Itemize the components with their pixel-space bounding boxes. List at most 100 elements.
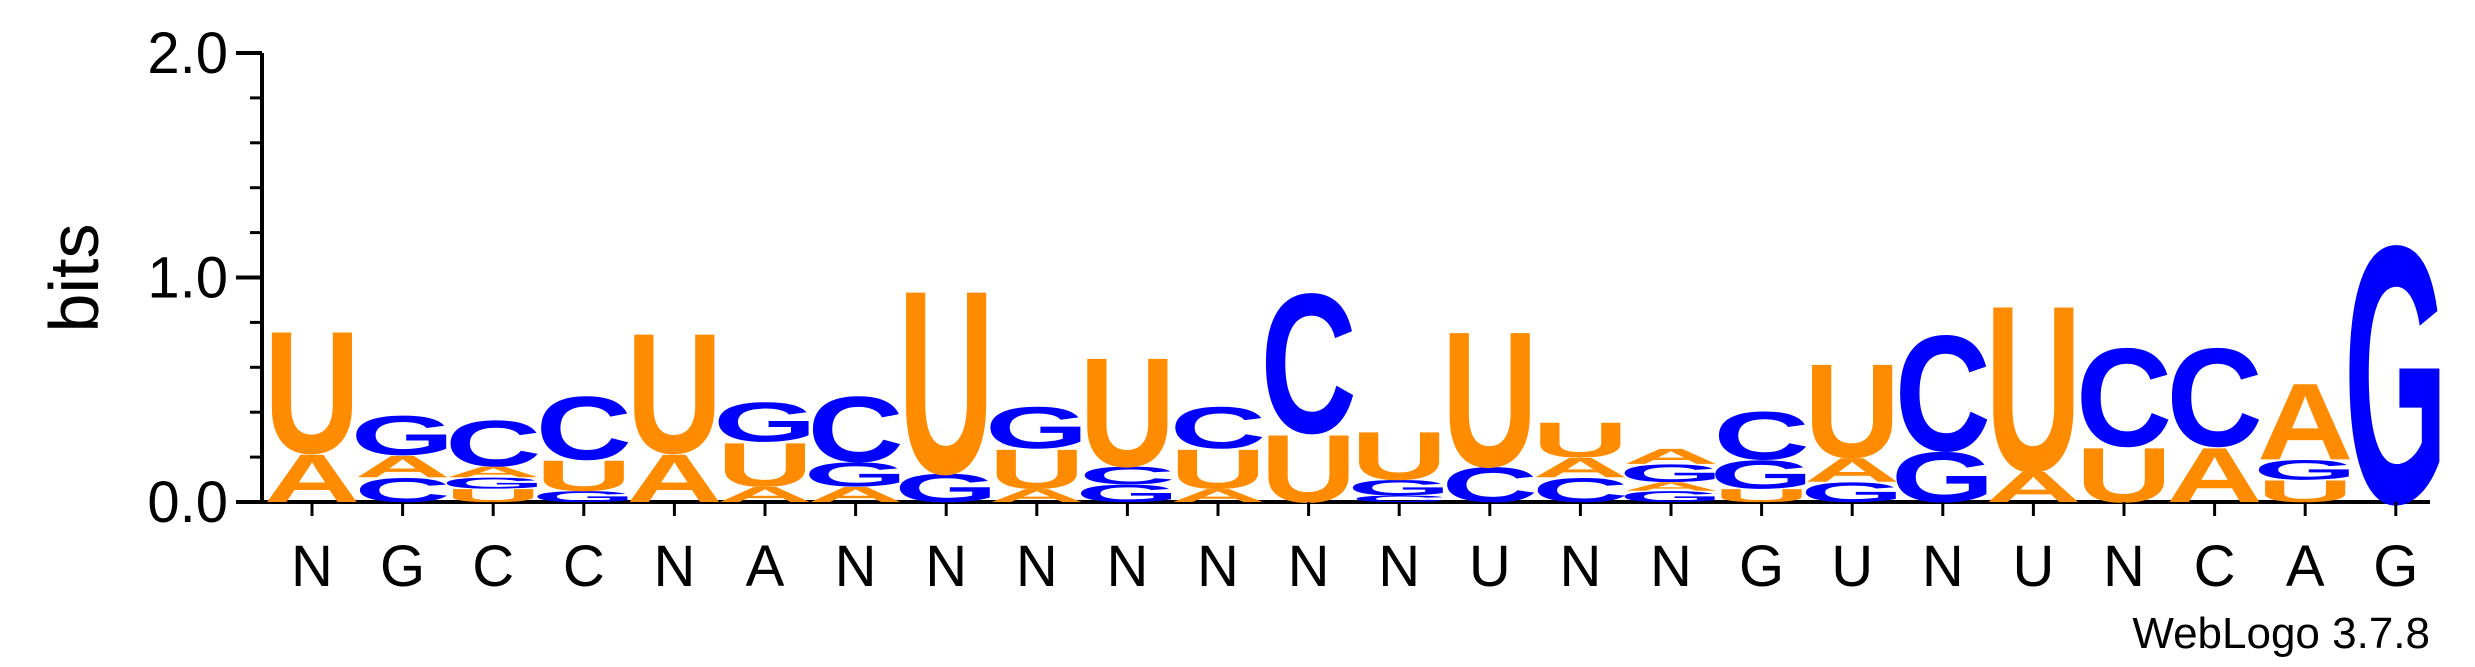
logo-letter-C: C — [1079, 462, 1175, 490]
logo-letter-G: G — [441, 475, 545, 492]
logo-letter-A: A — [989, 485, 1085, 506]
logo-letter-A: A — [1170, 485, 1266, 506]
position-label: N — [291, 534, 333, 599]
logo-letter-A: A — [1804, 451, 1900, 489]
position-label: N — [1197, 534, 1239, 599]
position-label: U — [1469, 534, 1511, 599]
logo-letter-A: A — [1623, 444, 1719, 468]
logo-letter-U: U — [1985, 256, 2081, 521]
y-tick-label: 0.0 — [147, 470, 228, 535]
y-tick-label: 2.0 — [147, 21, 228, 86]
logo-position-19: GC — [1891, 301, 1995, 518]
logo-letter-A: A — [1532, 452, 1628, 483]
logo-letter-U: U — [264, 294, 360, 490]
position-label: C — [472, 534, 514, 599]
logo-position-14: CU — [1442, 293, 1538, 513]
logo-position-6: AUG — [713, 390, 817, 506]
logo-position-10: GCU — [1076, 325, 1180, 507]
logo-position-21: UC — [2076, 320, 2172, 519]
logo-position-7: AGC — [804, 378, 908, 507]
logo-letter-U: U — [1532, 412, 1628, 468]
logo-letter-G: G — [804, 455, 908, 493]
position-label: N — [1559, 534, 1601, 599]
position-label: G — [2373, 534, 2418, 599]
y-axis: 0.0 1.0 2.0 bits — [35, 21, 264, 535]
logo-letter-A: A — [1623, 480, 1719, 494]
logo-position-13: CGU — [1347, 418, 1451, 504]
logo-letter-G: G — [713, 390, 817, 453]
logo-letter-C: C — [2076, 320, 2172, 477]
logo-letter-A: A — [445, 463, 541, 480]
logo-letter-G: G — [1710, 452, 1814, 497]
logo-letter-U: U — [1351, 418, 1447, 494]
position-label: N — [1106, 534, 1148, 599]
y-tick-label: 1.0 — [147, 246, 228, 311]
logo-letter-U: U — [989, 438, 1085, 501]
logo-position-15: CAU — [1532, 412, 1628, 509]
logo-position-11: AUC — [1170, 395, 1266, 506]
logo-letter-C: C — [1713, 398, 1809, 474]
logo-letter-U: U — [898, 237, 994, 529]
logo-position-24: G — [2344, 168, 2448, 580]
position-label: A — [746, 534, 785, 599]
logo-letter-G: G — [985, 395, 1089, 461]
position-label: G — [380, 534, 425, 599]
logo-letter-A: A — [2257, 361, 2353, 483]
logo-position-22: AC — [2166, 320, 2262, 519]
position-label: U — [2012, 534, 2054, 599]
logo-letter-U: U — [1170, 438, 1266, 501]
position-label: N — [1650, 534, 1692, 599]
position-label: N — [2103, 534, 2145, 599]
logo-letter-C: C — [1170, 395, 1266, 461]
logo-letter-G: G — [1619, 488, 1723, 505]
logo-position-23: UGA — [2253, 361, 2357, 509]
logo-position-12: UC — [1260, 251, 1356, 522]
logo-letter-G: G — [351, 404, 455, 467]
logo-letter-C: C — [536, 378, 632, 479]
logo-letter-U: U — [536, 452, 632, 501]
logo-position-4: GUC — [532, 378, 636, 505]
position-label: C — [2194, 534, 2236, 599]
position-label: N — [1016, 534, 1058, 599]
weblogo-version: WebLogo 3.7.8 — [2132, 609, 2430, 658]
logo-letter-U: U — [445, 485, 541, 506]
logo-letter-C: C — [445, 407, 541, 480]
logo-position-9: AUG — [985, 395, 1089, 506]
logo-position-18: GAU — [1800, 337, 1904, 508]
y-axis-label: bits — [35, 224, 113, 333]
logo-letter-C: C — [1351, 494, 1447, 504]
logo-letter-C: C — [2166, 320, 2262, 477]
position-label: C — [563, 534, 605, 599]
logo-letter-U: U — [1804, 337, 1900, 486]
position-label: G — [1739, 534, 1784, 599]
position-label: U — [1831, 534, 1873, 599]
logo-letter-G: G — [1347, 476, 1451, 500]
position-label: N — [1378, 534, 1420, 599]
position-label: N — [653, 534, 695, 599]
logo-letter-C: C — [1260, 251, 1356, 474]
logo-position-8: GU — [894, 237, 998, 529]
position-label: A — [2286, 534, 2325, 599]
logo-letter-C: C — [807, 378, 903, 482]
logo-letter-A: A — [354, 449, 450, 484]
y-ticks: 0.0 1.0 2.0 — [147, 21, 262, 535]
logo-position-20: AU — [1985, 256, 2081, 521]
logo-letter-G: G — [1619, 459, 1723, 487]
logo-letter-U: U — [626, 297, 722, 489]
position-label: N — [1922, 534, 1964, 599]
logo-letter-U: U — [717, 431, 813, 501]
logo-position-17: UGC — [1710, 398, 1814, 506]
logo-letter-G: G — [2344, 168, 2448, 580]
logo-letter-U: U — [1079, 325, 1175, 499]
logo-letter-G: G — [532, 488, 636, 505]
position-label: N — [1288, 534, 1330, 599]
logo-position-2: CAG — [351, 404, 455, 510]
logo-position-1: AU — [264, 294, 360, 517]
logo-letter-G: G — [2253, 455, 2357, 486]
logo-letter-U: U — [1713, 485, 1809, 506]
position-label: N — [835, 534, 877, 599]
